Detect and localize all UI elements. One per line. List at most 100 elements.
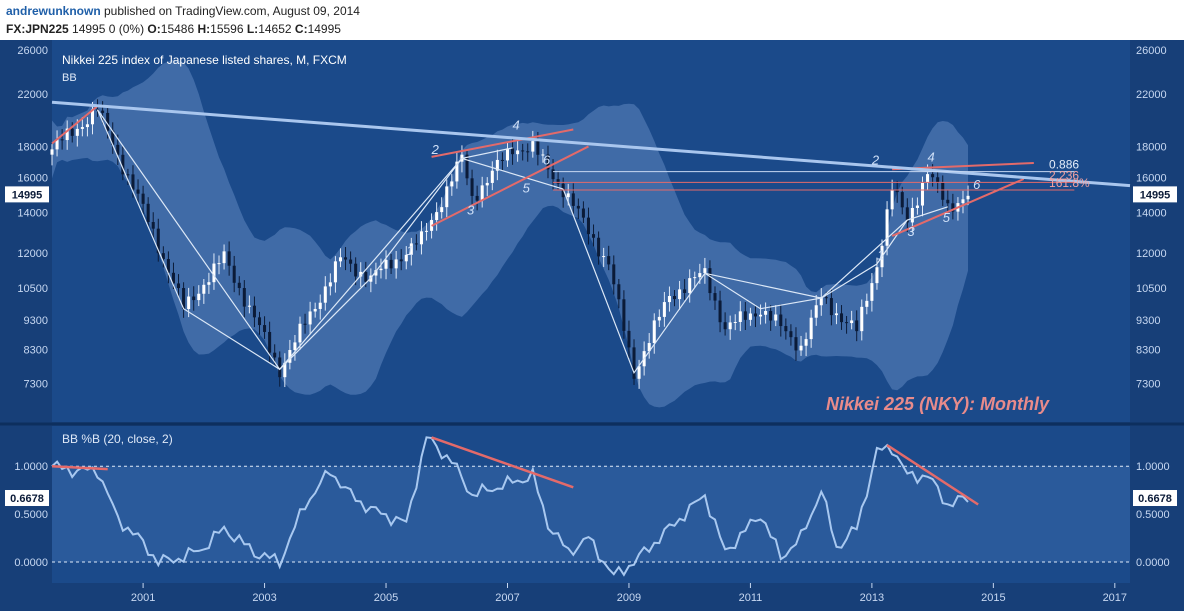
candle [824,297,828,299]
indicator-title: BB %B (20, close, 2) [62,432,173,446]
candle [445,186,449,208]
pattern-leg-2000-2007 [96,109,513,371]
candle [338,257,342,262]
candle [268,331,272,353]
candle [546,154,550,170]
candle [465,154,469,179]
candle [495,159,499,171]
x-tick-label: 2009 [617,592,641,604]
candle [166,259,170,273]
candle [804,339,808,346]
candle [688,278,692,293]
fib-label: 0.886 [1049,158,1079,172]
candle [936,177,940,183]
y-tick-label-left: 26000 [17,45,48,57]
y-tick-label-left: 22000 [17,89,48,101]
candle [860,306,864,332]
last-value-box-left [5,490,49,507]
candle [273,352,277,358]
candle [136,189,140,194]
ind-tick-label-left: 1.0000 [14,461,48,473]
candle [419,231,423,245]
symbol-label[interactable]: FX:JPN225 [6,22,69,36]
candle [652,320,656,344]
y-tick-label-left: 10500 [17,283,48,295]
candle [693,277,697,279]
wave-label: 3 [467,202,475,217]
candle [490,170,494,183]
candle [733,321,737,323]
candle [349,259,353,264]
candle [834,313,838,316]
candle [718,300,722,323]
candle [910,207,914,223]
candle [333,261,337,283]
candle [409,243,413,255]
candle [617,284,621,300]
wave-label: 1 [406,243,413,258]
candle [779,314,783,327]
candle [177,283,181,289]
candle [516,150,520,155]
low-value: 14652 [258,22,292,36]
candle [769,311,773,321]
open-value: 15486 [160,22,195,36]
candle [819,297,823,306]
candle [232,265,236,283]
candle [394,259,398,269]
candle [389,259,393,269]
candle [500,159,504,161]
percent-b-line [51,436,969,577]
main-title: Nikkei 225 index of Japanese listed shar… [62,53,347,67]
candle [556,179,560,184]
candle [505,148,510,161]
candle [308,311,312,325]
candle [627,330,631,348]
candle [597,237,601,257]
candle [728,322,732,330]
candle [941,182,945,200]
candle [192,296,196,301]
y-tick-label-left: 12000 [17,248,48,260]
author-link[interactable]: andrewunknown [6,4,101,18]
candle [379,268,383,271]
wave-label: 1 [877,248,884,263]
wave-label: 4 [928,149,935,164]
candle [121,154,125,175]
candle [207,282,211,285]
candle [354,263,358,277]
candle [450,181,454,187]
candle [526,151,530,153]
candle [748,313,752,320]
candle [753,313,758,317]
candle [966,195,970,200]
x-axis-bar [0,583,1184,611]
divergence-line [431,436,574,489]
candle [328,282,332,287]
candle [890,189,894,210]
candle [900,192,904,208]
candle [126,174,130,176]
candle [581,208,585,218]
fib-label: 161.8% [1049,176,1090,190]
candle [541,154,545,156]
candle [946,199,950,204]
candle [65,128,69,141]
channel-line [431,128,574,158]
candle [875,267,879,284]
candle [217,263,221,265]
candle [55,139,59,150]
ind-tick-label-left: 0.0000 [14,557,48,569]
candles [50,99,970,389]
candle [885,209,889,246]
x-tick-label: 2001 [131,592,155,604]
candle [657,316,661,321]
candle [116,144,120,155]
last-price-box-right [1133,186,1177,203]
candle [60,139,64,141]
candle [607,256,611,265]
candle [156,228,160,254]
chart-header: andrewunknown published on TradingView.c… [0,0,1184,40]
candle [146,203,150,223]
